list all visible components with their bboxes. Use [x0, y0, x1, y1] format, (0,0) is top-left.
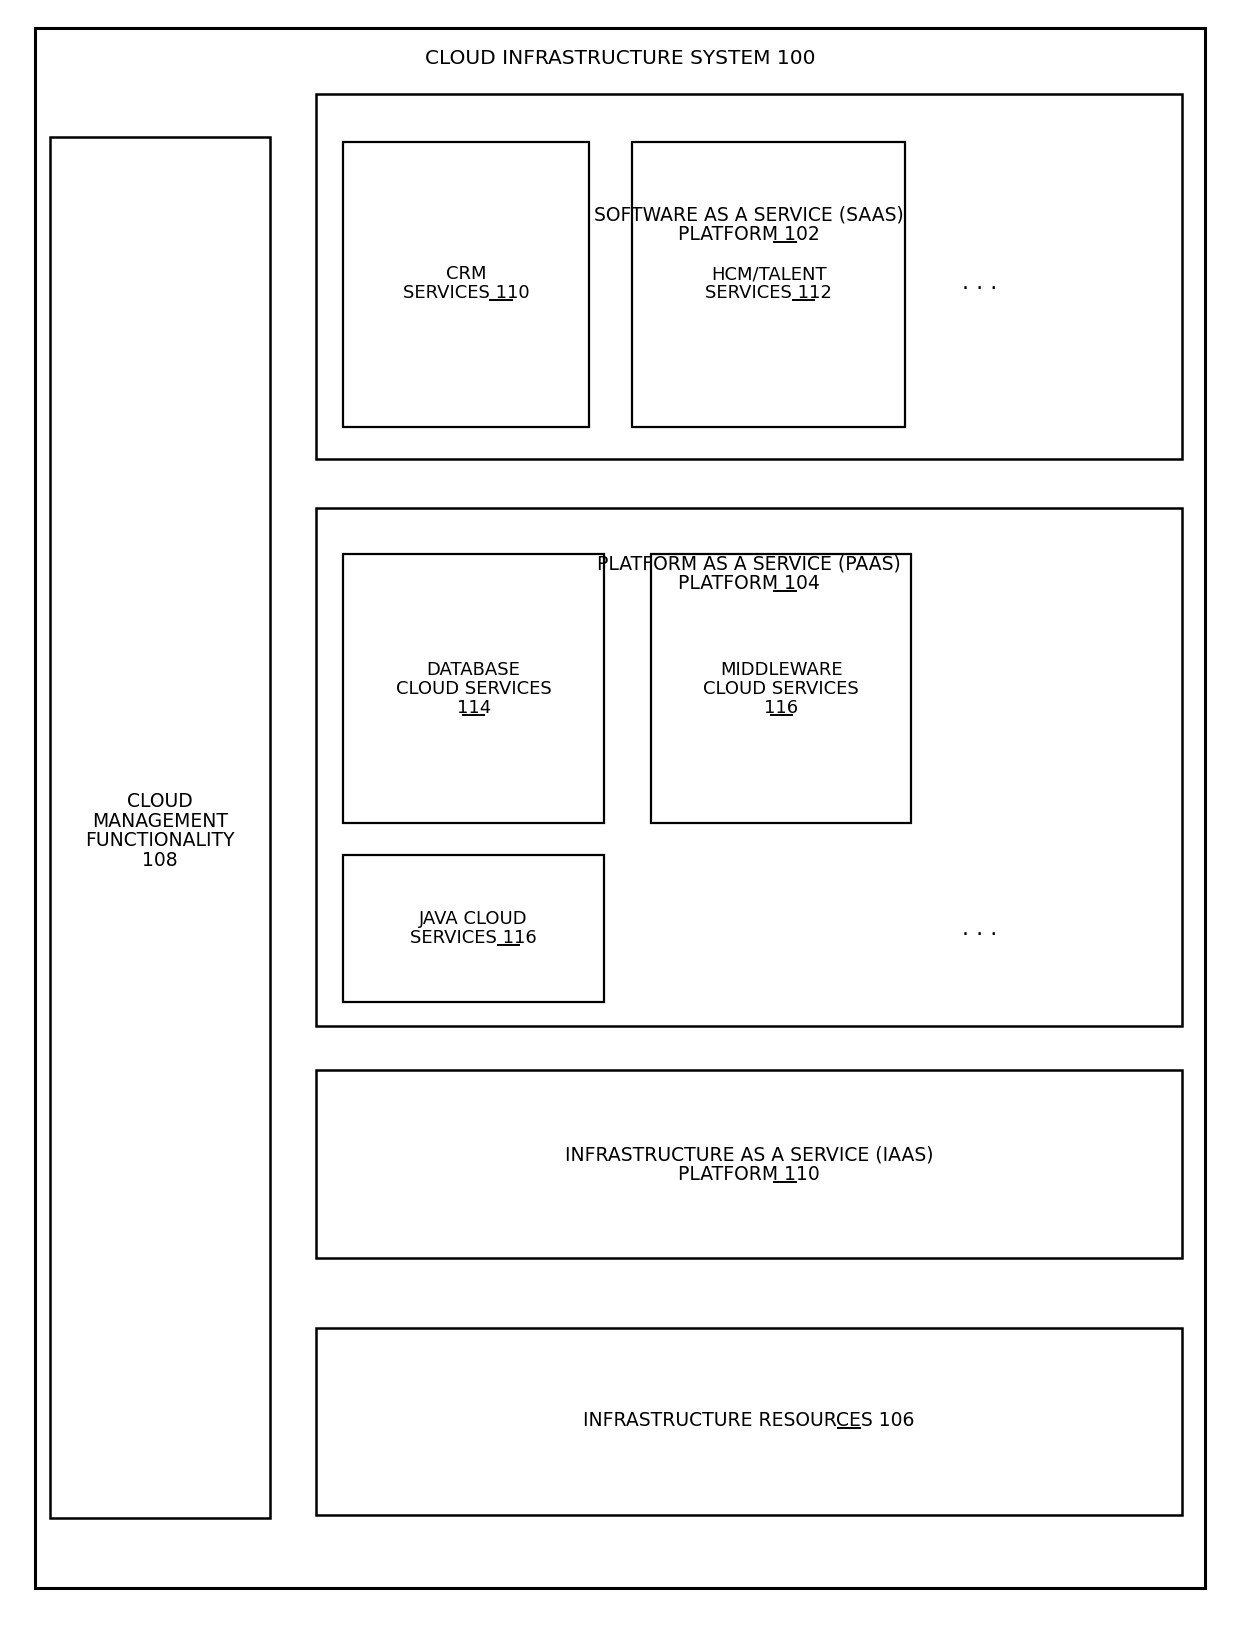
Text: . . .: . . . — [962, 274, 997, 293]
Text: HCM/TALENT: HCM/TALENT — [711, 266, 827, 283]
Text: MIDDLEWARE: MIDDLEWARE — [720, 661, 842, 679]
Text: PLATFORM AS A SERVICE (PAAS): PLATFORM AS A SERVICE (PAAS) — [598, 554, 900, 573]
Text: PLATFORM 104: PLATFORM 104 — [678, 573, 820, 593]
Bar — [316, 1328, 1182, 1515]
Text: 108: 108 — [143, 850, 177, 870]
Text: PLATFORM 102: PLATFORM 102 — [678, 225, 820, 244]
Text: MANAGEMENT: MANAGEMENT — [92, 811, 228, 831]
Bar — [651, 554, 911, 823]
Text: CLOUD SERVICES: CLOUD SERVICES — [703, 679, 859, 699]
Text: CLOUD: CLOUD — [126, 792, 193, 811]
Text: CLOUD INFRASTRUCTURE SYSTEM 100: CLOUD INFRASTRUCTURE SYSTEM 100 — [425, 49, 815, 68]
Text: INFRASTRUCTURE AS A SERVICE (IAAS): INFRASTRUCTURE AS A SERVICE (IAAS) — [564, 1145, 934, 1165]
Text: CRM: CRM — [446, 266, 486, 283]
Text: . . .: . . . — [962, 919, 997, 938]
Text: FUNCTIONALITY: FUNCTIONALITY — [86, 831, 234, 850]
Bar — [343, 142, 589, 427]
Text: PLATFORM 110: PLATFORM 110 — [678, 1165, 820, 1184]
Text: INFRASTRUCTURE RESOURCES 106: INFRASTRUCTURE RESOURCES 106 — [583, 1411, 915, 1430]
Text: SOFTWARE AS A SERVICE (SAAS): SOFTWARE AS A SERVICE (SAAS) — [594, 205, 904, 225]
Text: 114: 114 — [456, 699, 491, 717]
Bar — [316, 94, 1182, 459]
Bar — [632, 142, 905, 427]
Text: CLOUD SERVICES: CLOUD SERVICES — [396, 679, 552, 699]
Bar — [316, 1070, 1182, 1258]
Text: SERVICES 116: SERVICES 116 — [410, 929, 537, 946]
Bar — [343, 554, 604, 823]
Text: DATABASE: DATABASE — [427, 661, 521, 679]
Bar — [316, 508, 1182, 1026]
Bar — [50, 137, 270, 1518]
Text: JAVA CLOUD: JAVA CLOUD — [419, 911, 528, 929]
Bar — [343, 855, 604, 1002]
Text: SERVICES 112: SERVICES 112 — [706, 283, 832, 301]
Text: SERVICES 110: SERVICES 110 — [403, 283, 529, 301]
Text: 116: 116 — [764, 699, 799, 717]
